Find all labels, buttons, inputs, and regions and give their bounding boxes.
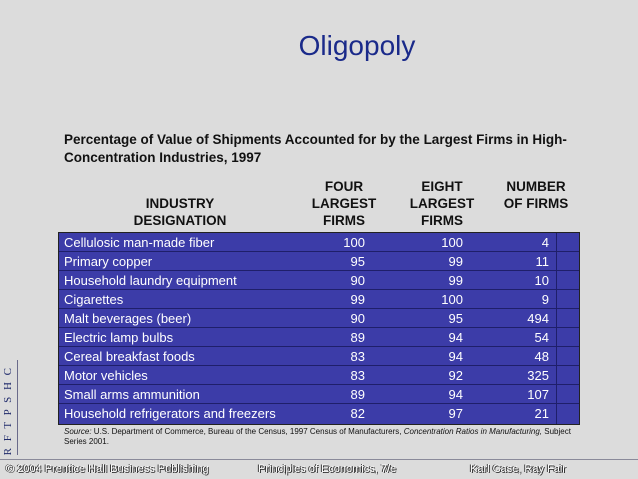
four-largest-cell: 95: [350, 254, 365, 269]
eight-largest-cell: 100: [441, 292, 463, 307]
footer-publisher: © 2004 Prentice Hall Business Publishing: [6, 463, 209, 475]
industry-cell: Household laundry equipment: [64, 273, 237, 288]
number-of-firms-cell: 11: [535, 254, 550, 269]
row-divider: [59, 308, 579, 309]
table-subtitle: Percentage of Value of Shipments Account…: [64, 132, 567, 165]
source-label: Source:: [64, 427, 92, 436]
number-of-firms-cell: 325: [527, 368, 549, 383]
row-divider: [59, 270, 579, 271]
four-largest-cell: 82: [350, 406, 365, 421]
source-text-b: Subject Series 2001.: [64, 427, 571, 446]
slide-title: Oligopoly: [298, 30, 416, 61]
table-row: Malt beverages (beer) 90 95 494: [59, 309, 579, 328]
header-number-of-firms: NUMBER OF FIRMS: [503, 179, 569, 211]
table-row: Small arms ammunition 89 94 107: [59, 385, 579, 404]
four-largest-cell: 99: [350, 292, 365, 307]
side-letters: R F T P S H C: [2, 366, 14, 456]
table-row: Primary copper 95 99 11: [59, 252, 579, 271]
row-divider: [59, 346, 579, 347]
number-of-firms-cell: 21: [534, 406, 549, 421]
four-largest-cell: 83: [350, 368, 365, 383]
number-of-firms-cell: 10: [534, 273, 549, 288]
number-of-firms-cell: 9: [541, 292, 549, 307]
number-of-firms-cell: 107: [527, 387, 549, 402]
industry-cell: Cigarettes: [64, 292, 124, 307]
industry-cell: Cereal breakfast foods: [64, 349, 195, 364]
eight-largest-cell: 94: [448, 349, 463, 364]
industry-cell: Electric lamp bulbs: [64, 330, 174, 345]
row-divider: [59, 403, 579, 404]
four-largest-cell: 90: [350, 273, 365, 288]
table-row: Household laundry equipment 90 99 10: [59, 271, 579, 290]
eight-largest-cell: 99: [448, 273, 463, 288]
table-row: Cigarettes 99 100 9: [59, 290, 579, 309]
number-of-firms-cell: 494: [527, 311, 549, 326]
row-divider: [59, 251, 579, 252]
table-row: Cellulosic man-made fiber 100 100 4: [59, 233, 579, 252]
four-largest-cell: 83: [350, 349, 365, 364]
table-row: Electric lamp bulbs 89 94 54: [59, 328, 579, 347]
header-industry: INDUSTRY DESIGNATION: [133, 196, 227, 228]
table-row: Cereal breakfast foods 83 94 48: [59, 347, 579, 366]
source-text-italic: Concentration Ratios in Manufacturing,: [403, 427, 543, 436]
eight-largest-cell: 92: [448, 368, 463, 383]
row-divider: [59, 384, 579, 385]
source-note: Source: U.S. Department of Commerce, Bur…: [64, 427, 584, 447]
number-of-firms-cell: 54: [534, 330, 549, 345]
table-row: Household refrigerators and freezers 82 97…: [59, 404, 579, 423]
footer-authors: Karl Case, Ray Fair: [470, 463, 566, 475]
header-eight-largest: EIGHT LARGEST FIRMS: [409, 179, 475, 228]
row-divider: [59, 327, 579, 328]
eight-largest-cell: 94: [448, 387, 463, 402]
industry-cell: Primary copper: [64, 254, 153, 269]
table-row: Motor vehicles 83 92 325: [59, 366, 579, 385]
four-largest-cell: 89: [350, 387, 365, 402]
four-largest-cell: 90: [350, 311, 365, 326]
eight-largest-cell: 100: [441, 235, 463, 250]
footer-rule: [0, 459, 638, 460]
row-divider: [59, 289, 579, 290]
eight-largest-cell: 97: [448, 406, 463, 421]
number-of-firms-cell: 48: [534, 349, 549, 364]
row-divider: [59, 365, 579, 366]
industry-cell: Motor vehicles: [64, 368, 148, 383]
four-largest-cell: 100: [343, 235, 365, 250]
concentration-table: Cellulosic man-made fiber 100 100 4 Primary …: [58, 232, 580, 425]
four-largest-cell: 89: [350, 330, 365, 345]
eight-largest-cell: 95: [448, 311, 463, 326]
industry-cell: Cellulosic man-made fiber: [64, 235, 215, 250]
side-rule: [17, 360, 18, 455]
number-of-firms-cell: 4: [541, 235, 549, 250]
header-four-largest: FOUR LARGEST FIRMS: [311, 179, 377, 228]
industry-cell: Small arms ammunition: [64, 387, 200, 402]
industry-cell: Household refrigerators and freezers: [64, 406, 276, 421]
eight-largest-cell: 99: [448, 254, 463, 269]
source-text-a: U.S. Department of Commerce, Bureau of t…: [91, 427, 404, 436]
eight-largest-cell: 94: [448, 330, 463, 345]
footer-book-title: Principles of Economics, 7/e: [258, 463, 397, 475]
industry-cell: Malt beverages (beer): [64, 311, 192, 326]
table-column-divider: [556, 233, 557, 424]
